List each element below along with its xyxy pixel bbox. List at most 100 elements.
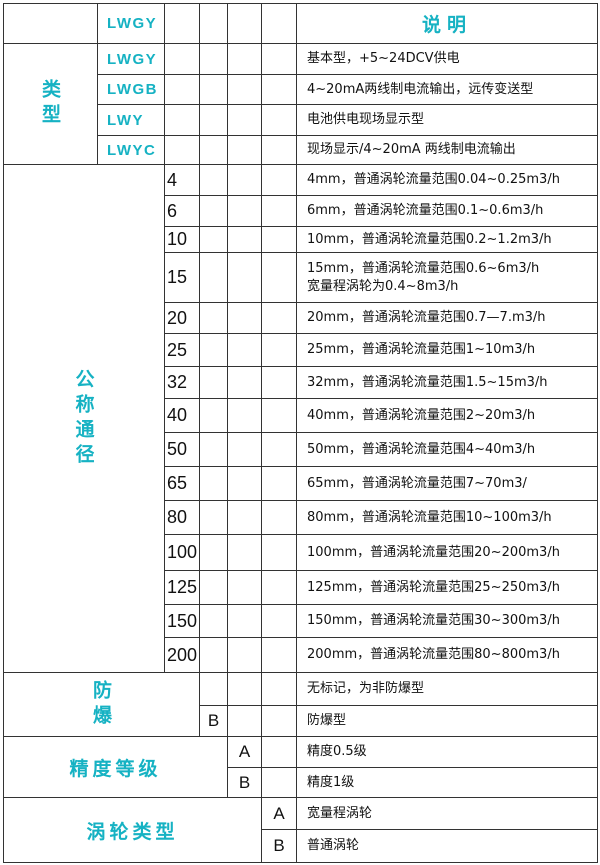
diameter-code: 50: [165, 433, 200, 467]
turbine-code: A: [262, 798, 297, 830]
empty-cell: [262, 706, 297, 737]
empty-cell: [262, 227, 297, 253]
empty-cell: [200, 136, 228, 165]
empty-cell: [262, 303, 297, 334]
empty-cell: [200, 4, 228, 44]
explosion-description: 防爆型: [297, 706, 598, 737]
diameter-description: 100mm，普通涡轮流量范围20~200m3/h: [297, 535, 598, 571]
empty-cell: [228, 706, 262, 737]
empty-cell: [200, 253, 228, 303]
empty-cell: [228, 467, 262, 501]
diameter-code: 32: [165, 367, 200, 399]
empty-cell: [200, 467, 228, 501]
turbine-description: 宽量程涡轮: [297, 798, 598, 830]
diameter-description: 40mm，普通涡轮流量范围2~20m3/h: [297, 399, 598, 433]
empty-cell: [228, 253, 262, 303]
empty-cell: [228, 227, 262, 253]
explosion-description: 无标记，为非防爆型: [297, 673, 598, 706]
empty-cell: [262, 605, 297, 638]
empty-cell: [262, 638, 297, 673]
diameter-code: 80: [165, 501, 200, 535]
empty-cell: [200, 605, 228, 638]
diameter-description: 15mm，普通涡轮流量范围0.6~6m3/h 宽量程涡轮为0.4~8m3/h: [297, 253, 598, 303]
empty-cell: [200, 571, 228, 605]
diameter-description: 10mm，普通涡轮流量范围0.2~1.2m3/h: [297, 227, 598, 253]
diameter-description: 150mm，普通涡轮流量范围30~300m3/h: [297, 605, 598, 638]
empty-cell: [228, 673, 262, 706]
empty-cell: [200, 227, 228, 253]
empty-cell: [228, 75, 262, 105]
diameter-label: 公称通径: [4, 165, 165, 673]
empty-cell: [262, 44, 297, 75]
empty-cell: [200, 44, 228, 75]
empty-cell: [228, 44, 262, 75]
empty-cell: [165, 75, 200, 105]
diameter-code: 150: [165, 605, 200, 638]
diameter-code: 200: [165, 638, 200, 673]
empty-cell: [262, 196, 297, 227]
diameter-description: 6mm，普通涡轮流量范围0.1~0.6m3/h: [297, 196, 598, 227]
empty-cell: [262, 165, 297, 196]
turbine-label: 涡轮类型: [4, 798, 262, 863]
empty-cell: [262, 433, 297, 467]
header-blank-cell: [4, 4, 98, 44]
empty-cell: [200, 334, 228, 367]
empty-cell: [262, 399, 297, 433]
empty-cell: [262, 501, 297, 535]
accuracy-label: 精度等级: [4, 737, 228, 798]
empty-cell: [200, 196, 228, 227]
diameter-code: 6: [165, 196, 200, 227]
empty-cell: [200, 433, 228, 467]
diameter-code: 4: [165, 165, 200, 196]
empty-cell: [165, 136, 200, 165]
type-description: 现场显示/4~20mA 两线制电流输出: [297, 136, 598, 165]
empty-cell: [262, 334, 297, 367]
empty-cell: [200, 303, 228, 334]
empty-cell: [228, 638, 262, 673]
empty-cell: [262, 136, 297, 165]
turbine-code: B: [262, 830, 297, 863]
empty-cell: [228, 605, 262, 638]
turbine-description: 普通涡轮: [297, 830, 598, 863]
diameter-code: 25: [165, 334, 200, 367]
empty-cell: [228, 433, 262, 467]
accuracy-description: 精度1级: [297, 768, 598, 798]
empty-cell: [165, 4, 200, 44]
empty-cell: [228, 4, 262, 44]
empty-cell: [262, 768, 297, 798]
empty-cell: [228, 136, 262, 165]
empty-cell: [228, 165, 262, 196]
empty-cell: [200, 535, 228, 571]
diameter-description: 65mm，普通涡轮流量范围7~70m3/: [297, 467, 598, 501]
empty-cell: [228, 501, 262, 535]
accuracy-code: B: [228, 768, 262, 798]
empty-cell: [200, 638, 228, 673]
empty-cell: [200, 75, 228, 105]
type-code: LWYC: [98, 136, 165, 165]
empty-cell: [228, 399, 262, 433]
header-code: LWGY: [98, 4, 165, 44]
empty-cell: [228, 334, 262, 367]
diameter-description: 125mm，普通涡轮流量范围25~250m3/h: [297, 571, 598, 605]
type-description: 电池供电现场显示型: [297, 105, 598, 136]
empty-cell: [262, 105, 297, 136]
accuracy-description: 精度0.5级: [297, 737, 598, 768]
diameter-description: 32mm，普通涡轮流量范围1.5~15m3/h: [297, 367, 598, 399]
empty-cell: [200, 367, 228, 399]
empty-cell: [228, 571, 262, 605]
diameter-code: 40: [165, 399, 200, 433]
empty-cell: [262, 4, 297, 44]
diameter-description: 20mm，普通涡轮流量范围0.7—7.m3/h: [297, 303, 598, 334]
type-description: 4~20mA两线制电流输出，远传变送型: [297, 75, 598, 105]
empty-cell: [200, 501, 228, 535]
empty-cell: [228, 535, 262, 571]
empty-cell: [228, 303, 262, 334]
explosion-label: 防爆: [4, 673, 200, 737]
empty-cell: [262, 367, 297, 399]
diameter-description: 25mm，普通涡轮流量范围1~10m3/h: [297, 334, 598, 367]
empty-cell: [228, 367, 262, 399]
diameter-code: 20: [165, 303, 200, 334]
diameter-code: 100: [165, 535, 200, 571]
diameter-code: 10: [165, 227, 200, 253]
type-label: 类型: [4, 44, 98, 165]
